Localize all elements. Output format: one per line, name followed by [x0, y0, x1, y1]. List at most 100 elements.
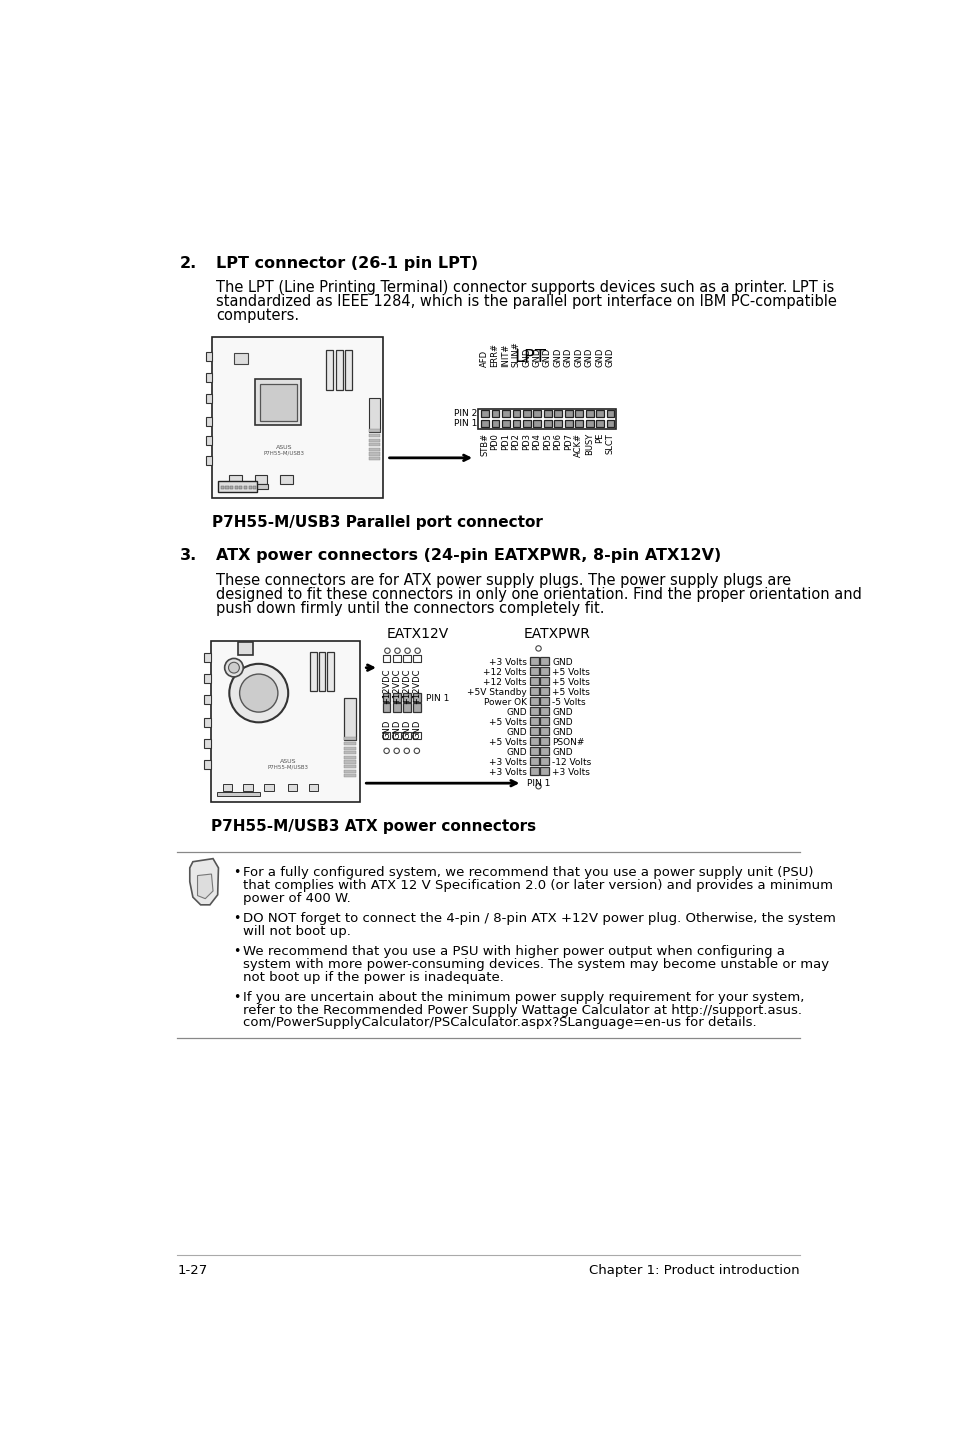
- Text: that complies with ATX 12 V Specification 2.0 (or later version) and provides a : that complies with ATX 12 V Specificatio…: [243, 879, 832, 892]
- Bar: [204, 739, 211, 748]
- Bar: [382, 654, 390, 663]
- Text: LPT: LPT: [514, 348, 545, 367]
- Text: +12VDC: +12VDC: [392, 669, 401, 705]
- Bar: [280, 475, 293, 485]
- Text: 2.: 2.: [179, 256, 196, 270]
- Bar: [393, 732, 400, 739]
- Bar: [369, 398, 379, 433]
- Text: INIT#: INIT#: [500, 344, 510, 367]
- Text: ASUS: ASUS: [279, 759, 296, 764]
- Bar: [539, 728, 548, 735]
- Circle shape: [415, 649, 420, 653]
- Bar: [539, 736, 548, 745]
- Circle shape: [239, 674, 277, 712]
- Text: GND: GND: [574, 348, 582, 367]
- Bar: [512, 410, 519, 417]
- Bar: [606, 420, 614, 427]
- Text: ACK#: ACK#: [574, 433, 582, 457]
- Text: SLCT: SLCT: [605, 433, 614, 453]
- Text: PD4: PD4: [532, 433, 541, 450]
- Bar: [402, 693, 410, 702]
- Bar: [539, 766, 548, 775]
- Text: ASUS: ASUS: [275, 444, 292, 450]
- Circle shape: [229, 663, 239, 673]
- Circle shape: [414, 748, 419, 754]
- Text: +3 Volts: +3 Volts: [552, 768, 590, 777]
- Text: +5 Volts: +5 Volts: [552, 667, 590, 677]
- Text: system with more power-consuming devices. The system may become unstable or may: system with more power-consuming devices…: [243, 958, 828, 971]
- Text: GND: GND: [542, 348, 552, 367]
- Text: Power OK: Power OK: [483, 697, 526, 707]
- Bar: [564, 420, 572, 427]
- Polygon shape: [190, 858, 218, 905]
- Bar: [344, 697, 356, 741]
- Text: STB#: STB#: [479, 433, 489, 456]
- Bar: [211, 641, 359, 802]
- Circle shape: [395, 649, 399, 653]
- Bar: [530, 687, 537, 696]
- Text: GND: GND: [506, 748, 526, 756]
- Bar: [225, 486, 229, 489]
- Bar: [530, 667, 537, 676]
- Bar: [335, 351, 342, 391]
- Bar: [239, 486, 242, 489]
- Bar: [480, 410, 488, 417]
- Bar: [243, 784, 253, 791]
- Bar: [402, 703, 410, 712]
- Text: GND: GND: [521, 348, 531, 367]
- Text: power of 400 W.: power of 400 W.: [243, 892, 351, 905]
- Text: GND: GND: [532, 348, 541, 367]
- Bar: [543, 410, 551, 417]
- Text: +5V Standby: +5V Standby: [467, 687, 526, 697]
- Text: •: •: [233, 866, 240, 879]
- Text: +12VDC: +12VDC: [402, 669, 411, 705]
- Bar: [254, 475, 267, 485]
- Bar: [530, 736, 537, 745]
- Bar: [522, 410, 530, 417]
- Text: -5 Volts: -5 Volts: [552, 697, 585, 707]
- Text: push down firmly until the connectors completely fit.: push down firmly until the connectors co…: [216, 601, 604, 615]
- Text: +12 Volts: +12 Volts: [483, 667, 526, 677]
- Text: •: •: [233, 912, 240, 925]
- Text: GND: GND: [563, 348, 572, 367]
- Text: computers.: computers.: [216, 308, 299, 324]
- Circle shape: [384, 649, 390, 653]
- Bar: [554, 410, 561, 417]
- Bar: [477, 408, 615, 429]
- Bar: [264, 784, 274, 791]
- Bar: [585, 410, 593, 417]
- Bar: [585, 420, 593, 427]
- Text: GND: GND: [506, 707, 526, 716]
- Bar: [491, 420, 498, 427]
- Bar: [204, 653, 211, 663]
- Text: PIN 1: PIN 1: [426, 695, 449, 703]
- Bar: [218, 482, 257, 492]
- Bar: [539, 746, 548, 755]
- Bar: [204, 759, 211, 769]
- Bar: [229, 475, 241, 485]
- Circle shape: [404, 748, 409, 754]
- Bar: [310, 653, 316, 690]
- Bar: [309, 784, 318, 791]
- Text: designed to fit these connectors in only one orientation. Find the proper orient: designed to fit these connectors in only…: [216, 587, 862, 603]
- Bar: [345, 351, 352, 391]
- Bar: [222, 784, 232, 791]
- Text: GND: GND: [552, 718, 573, 726]
- Bar: [539, 707, 548, 716]
- Bar: [369, 447, 379, 452]
- Circle shape: [224, 659, 243, 677]
- Bar: [530, 707, 537, 716]
- Text: PD3: PD3: [521, 433, 531, 450]
- Text: 3.: 3.: [179, 548, 196, 564]
- Text: +5 Volts: +5 Volts: [552, 687, 590, 697]
- Bar: [344, 765, 356, 768]
- Text: GND: GND: [552, 728, 573, 736]
- Bar: [530, 697, 537, 706]
- Text: Chapter 1: Product introduction: Chapter 1: Product introduction: [588, 1264, 799, 1277]
- Text: AFD: AFD: [479, 351, 489, 367]
- Bar: [402, 732, 410, 739]
- Bar: [206, 352, 212, 361]
- Text: -12 Volts: -12 Volts: [552, 758, 591, 766]
- Bar: [206, 394, 212, 404]
- Text: For a fully configured system, we recommend that you use a power supply unit (PS: For a fully configured system, we recomm…: [243, 866, 813, 879]
